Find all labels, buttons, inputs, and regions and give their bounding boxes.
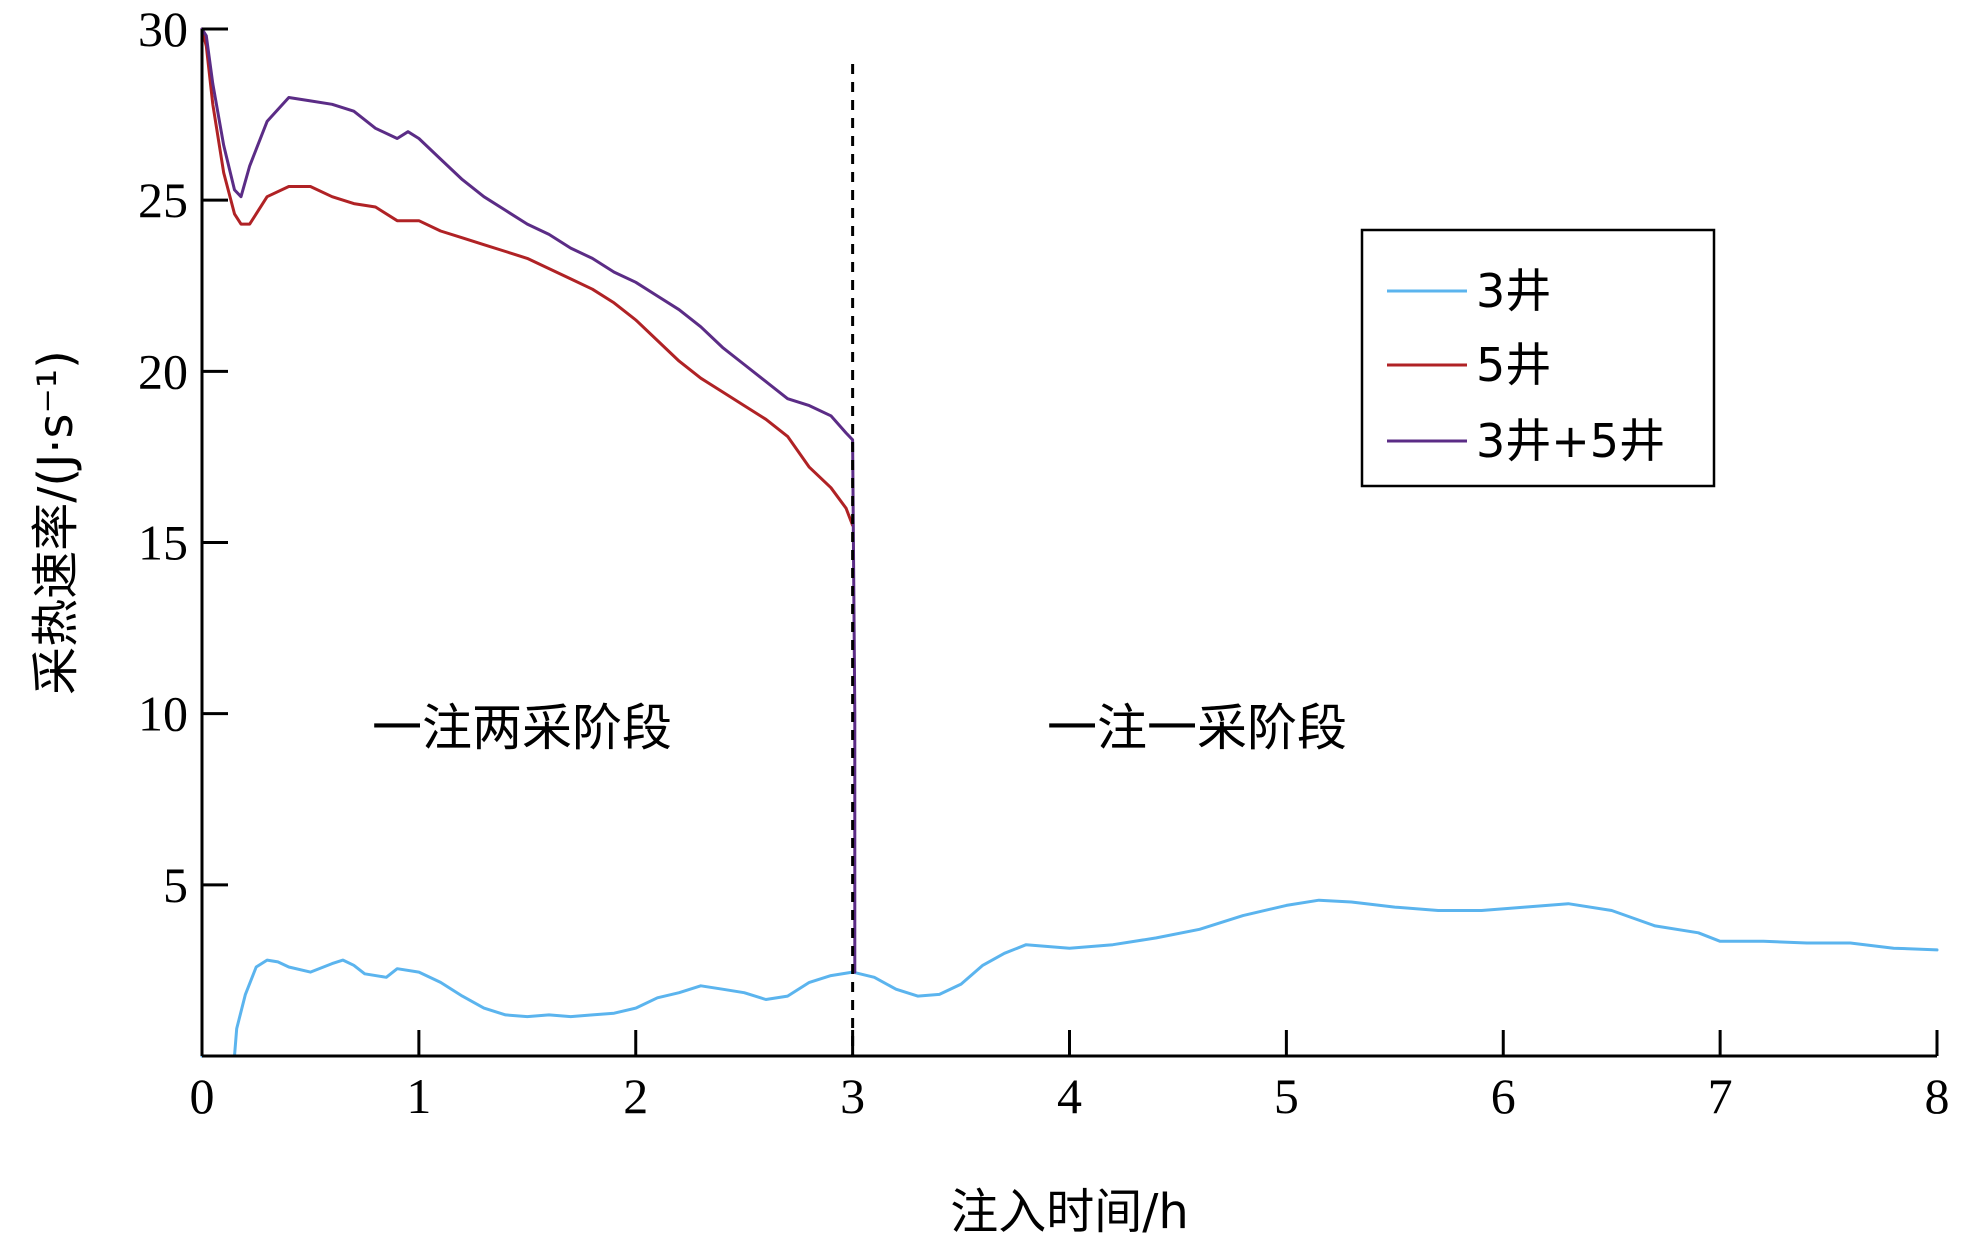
series-line-2 bbox=[200, 27, 857, 974]
x-tick-label-1: 1 bbox=[406, 1068, 431, 1124]
series-lines bbox=[200, 27, 1939, 1058]
legend-label-well3: 3井 bbox=[1476, 264, 1551, 318]
x-tick-label-0: 0 bbox=[190, 1068, 215, 1124]
series-line-1 bbox=[200, 27, 855, 527]
legend-label-well3-plus-well5: 3井+5井 bbox=[1476, 414, 1665, 468]
x-tick-label-2: 2 bbox=[623, 1068, 648, 1124]
y-axis-label: 采热速率/(J·s⁻¹) bbox=[28, 350, 84, 695]
annotation-two-production-stage: 一注两采阶段 bbox=[372, 699, 672, 757]
x-tick-label-8: 8 bbox=[1925, 1068, 1950, 1124]
y-tick-label-5: 5 bbox=[163, 857, 188, 913]
tick-labels: 0 1 2 3 4 5 6 7 8 5 10 15 20 25 30 bbox=[138, 1, 1950, 1124]
legend: 3井 5井 3井+5井 bbox=[1360, 228, 1716, 488]
x-tick-label-6: 6 bbox=[1491, 1068, 1516, 1124]
y-tick-label-20: 20 bbox=[138, 343, 188, 399]
y-tick-label-25: 25 bbox=[138, 172, 188, 228]
x-axis-label: 注入时间/h bbox=[950, 1184, 1189, 1240]
x-tick-label-5: 5 bbox=[1274, 1068, 1299, 1124]
legend-label-well5: 5井 bbox=[1476, 338, 1551, 392]
annotation-one-production-stage: 一注一采阶段 bbox=[1047, 699, 1347, 757]
y-tick-label-30: 30 bbox=[138, 1, 188, 57]
y-tick-label-10: 10 bbox=[138, 686, 188, 742]
series-line-0 bbox=[200, 898, 1939, 1058]
y-tick-label-15: 15 bbox=[138, 515, 188, 571]
x-tick-label-4: 4 bbox=[1057, 1068, 1082, 1124]
x-tick-label-3: 3 bbox=[840, 1068, 865, 1124]
legend-box bbox=[1360, 228, 1716, 488]
x-tick-label-7: 7 bbox=[1708, 1068, 1733, 1124]
axes bbox=[200, 27, 1939, 1058]
